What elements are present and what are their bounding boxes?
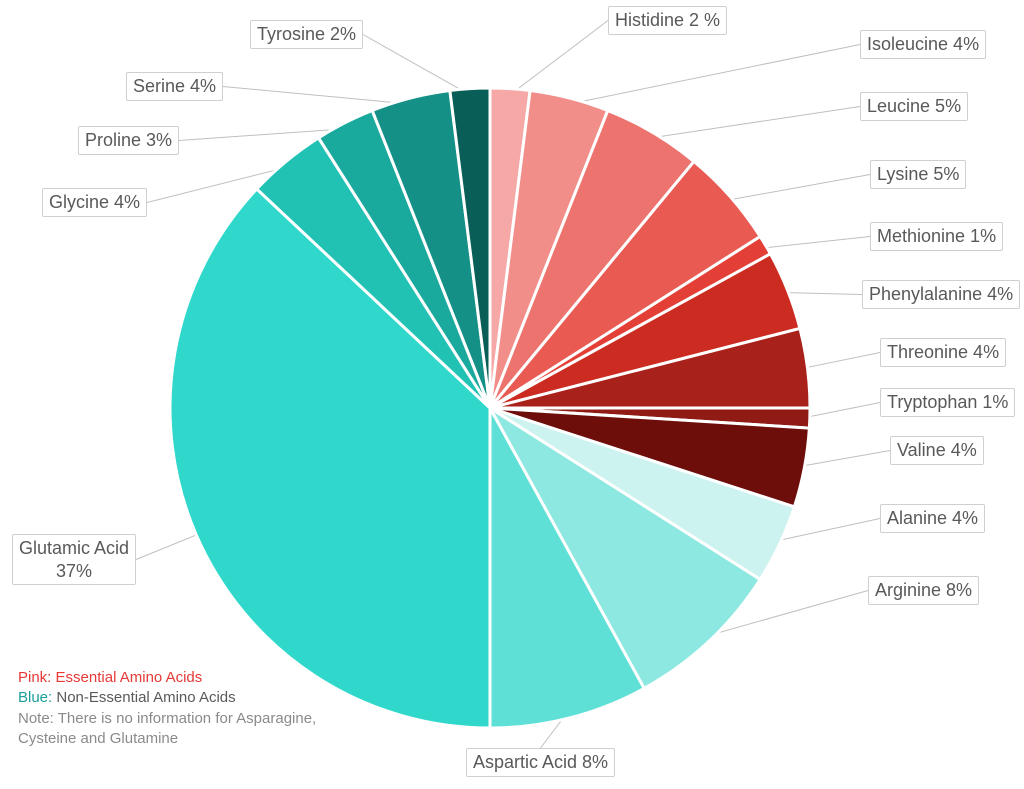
legend-pink-text: Essential Amino Acids: [56, 669, 203, 686]
slice-label-leucine: Leucine 5%: [860, 92, 968, 121]
leader-line: [568, 45, 860, 105]
leader-line: [363, 35, 470, 96]
leader-line: [798, 451, 890, 467]
slice-label-glutamic-acid: Glutamic Acid37%: [12, 534, 136, 585]
legend-pink-label: Pink:: [18, 669, 51, 686]
legend-blue-row: Blue: Non-Essential Amino Acids: [18, 688, 316, 708]
slice-label-tryptophan: Tryptophan 1%: [880, 388, 1015, 417]
amino-acid-pie-chart: Histidine 2 % Isoleucine 4% Leucine 5% Lysi…: [0, 0, 1024, 789]
slice-label-methionine: Methionine 1%: [870, 222, 1003, 251]
legend-blue-text: Non-Essential Amino Acids: [56, 689, 235, 706]
slice-label-proline: Proline 3%: [78, 126, 179, 155]
leader-line: [223, 87, 412, 105]
legend-note-2: Cysteine and Glutamine: [18, 729, 316, 749]
legend-note-1: Note: There is no information for Aspara…: [18, 709, 316, 729]
slice-label-aspartic-acid: Aspartic Acid 8%: [466, 748, 615, 777]
leader-line: [725, 175, 870, 201]
leader-line: [650, 107, 860, 139]
leader-line: [510, 21, 608, 96]
slice-label-threonine: Threonine 4%: [880, 338, 1006, 367]
slice-label-arginine: Arginine 8%: [868, 576, 979, 605]
slice-label-lysine: Lysine 5%: [870, 160, 966, 189]
legend-blue-label: Blue:: [18, 689, 52, 706]
leader-line: [782, 293, 862, 295]
slice-label-valine: Valine 4%: [890, 436, 984, 465]
slice-label-histidine: Histidine 2 %: [608, 6, 727, 35]
slice-label-tyrosine: Tyrosine 2%: [250, 20, 363, 49]
slice-label-serine: Serine 4%: [126, 72, 223, 101]
leader-line: [803, 403, 880, 418]
slice-label-alanine: Alanine 4%: [880, 504, 985, 533]
leader-line: [801, 353, 880, 369]
slice-label-phenylalanine: Phenylalanine 4%: [862, 280, 1020, 309]
legend-pink-row: Pink: Essential Amino Acids: [18, 668, 316, 688]
legend: Pink: Essential Amino Acids Blue: Non-Es…: [18, 668, 316, 749]
leader-line: [136, 533, 202, 560]
slice-label-glycine: Glycine 4%: [42, 188, 147, 217]
leader-line: [760, 237, 870, 249]
slice-label-isoleucine: Isoleucine 4%: [860, 30, 986, 59]
